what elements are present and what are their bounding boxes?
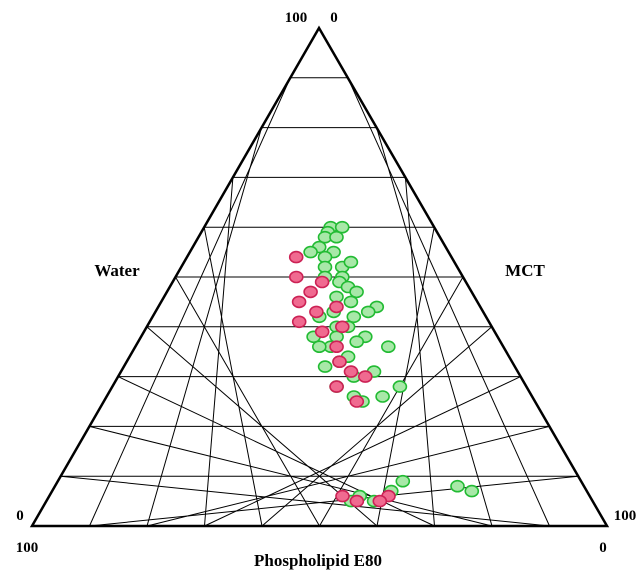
data-point-green [349, 335, 365, 349]
left-axis-label: Water [94, 261, 140, 280]
data-point-green [343, 255, 359, 269]
data-point-green [349, 285, 364, 299]
data-point-red [349, 395, 365, 408]
data-point-red [303, 285, 318, 299]
triangle-outline [29, 25, 610, 528]
grid-line-left-parallel [404, 177, 435, 527]
data-point-green [392, 380, 408, 393]
grid-line-left-parallel [376, 227, 435, 527]
data-point-red [334, 320, 350, 334]
data-points [288, 220, 480, 508]
data-point-green [317, 360, 333, 373]
grid-line-left-parallel [376, 127, 493, 527]
data-point-red [372, 494, 388, 508]
data-point-red [335, 489, 350, 503]
data-point-green [343, 295, 359, 309]
grid-line-right-parallel [60, 475, 550, 527]
top-right-tick-label: 0 [330, 10, 338, 26]
data-point-green [346, 310, 362, 324]
grid-line-left-parallel [319, 276, 464, 527]
ternary-grid [60, 77, 579, 527]
grid-line-left-parallel [347, 77, 550, 527]
data-point-red [349, 494, 365, 508]
data-point-green [375, 390, 390, 403]
data-point-red [314, 325, 330, 339]
data-point-green [464, 484, 480, 498]
bottom-right-side-tick-label: 100 [614, 508, 637, 524]
data-point-red [332, 355, 347, 369]
data-point-green [329, 230, 344, 244]
top-left-tick-label: 100 [285, 10, 308, 26]
data-point-red [329, 340, 344, 354]
data-point-red [291, 315, 307, 329]
bottom-axis-label: Phospholipid E80 [254, 551, 382, 570]
grid-line-right-parallel [175, 276, 320, 527]
data-point-green [380, 340, 396, 354]
data-point-green [395, 474, 411, 488]
data-point-red [291, 295, 307, 309]
data-point-green [303, 245, 318, 259]
bottom-right-base-tick-label: 0 [599, 540, 607, 556]
data-point-red [357, 370, 373, 383]
data-point-green [360, 305, 376, 319]
data-point-red [343, 365, 359, 378]
data-point-green [450, 479, 465, 493]
data-point-red [314, 275, 330, 289]
bottom-left-side-tick-label: 0 [16, 508, 24, 524]
data-point-red [288, 270, 304, 284]
bottom-left-base-tick-label: 100 [16, 540, 39, 556]
right-axis-label: MCT [505, 261, 545, 280]
data-point-green [334, 220, 350, 234]
data-point-green [311, 340, 327, 354]
data-point-red [309, 305, 324, 319]
data-point-red [329, 380, 344, 393]
data-point-red [329, 300, 344, 314]
data-point-red [288, 250, 304, 264]
grid-line-right-parallel [89, 425, 493, 527]
